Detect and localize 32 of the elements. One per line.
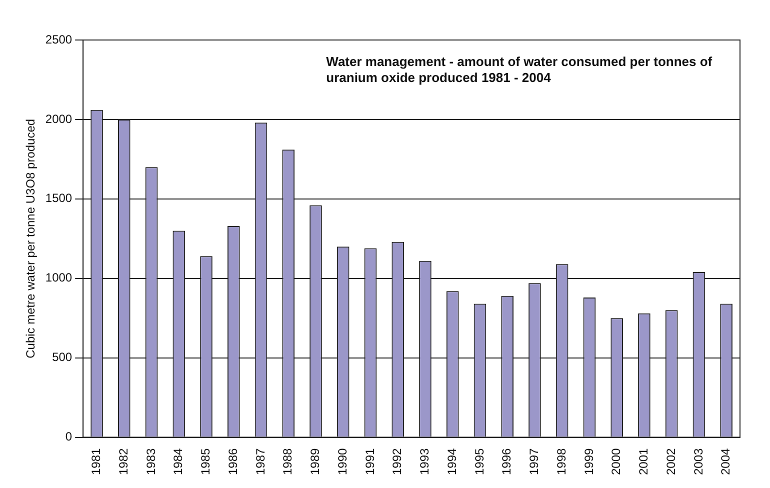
x-tick-label: 1984 (171, 448, 186, 476)
x-tick-label: 2000 (609, 448, 624, 476)
x-tick-label: 2003 (691, 448, 706, 476)
x-tick-label: 1997 (527, 448, 542, 476)
x-tick-label: 1995 (472, 448, 486, 476)
y-tick-label: 1500 (45, 191, 72, 206)
x-tick-label: 1991 (362, 448, 377, 476)
x-tick-label: 1989 (308, 448, 322, 476)
x-tick-label: 1981 (89, 448, 104, 476)
y-tick-label: 1000 (45, 270, 72, 285)
x-tick-label: 2002 (664, 448, 678, 476)
x-tick-label: 1988 (280, 448, 295, 476)
x-tick-label: 1999 (582, 448, 596, 476)
y-tick-label: 2000 (45, 112, 72, 126)
y-tick-label: 500 (52, 350, 72, 364)
y-axis-title: Cubic metre water per tonne U3O8 produced (24, 118, 38, 358)
y-tick-label: 0 (65, 430, 72, 444)
x-tick-label: 1986 (226, 448, 240, 476)
x-tick-label: 2001 (636, 448, 651, 476)
x-tick-label: 1990 (335, 448, 350, 476)
text: Water management - amount of water consumed per tonnes of uranium oxide produced 1981 - 2004 (326, 54, 713, 86)
x-tick-label: 1982 (116, 448, 130, 476)
x-tick-label: 1992 (390, 448, 404, 476)
x-tick-label: 1983 (144, 448, 158, 476)
x-tick-label: 2004 (718, 448, 733, 476)
x-tick-label: 1998 (554, 448, 568, 476)
x-tick-label: 1993 (418, 448, 432, 476)
x-tick-label: 1985 (198, 448, 213, 476)
x-tick-label: 1996 (500, 448, 514, 476)
x-tick-label: 1987 (253, 448, 268, 476)
y-tick-label: 2500 (45, 32, 72, 46)
x-tick-label: 1994 (444, 448, 459, 476)
